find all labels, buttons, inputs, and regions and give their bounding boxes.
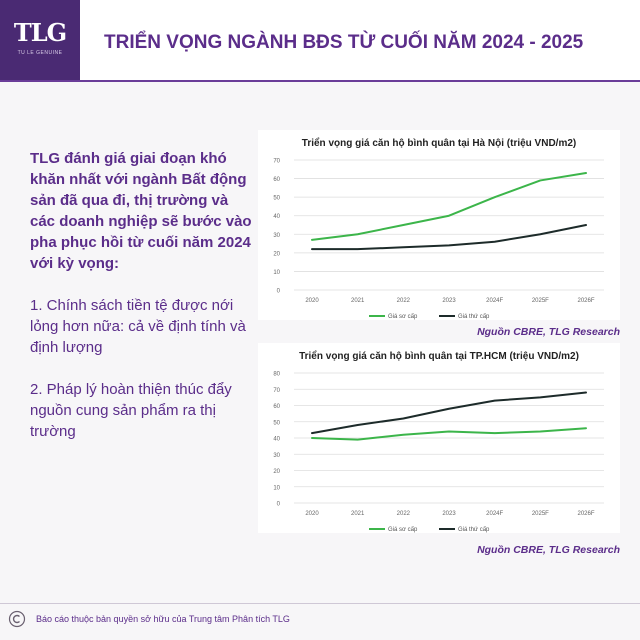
chart-title: Triển vọng giá căn hộ bình quân tại TP.H… — [299, 350, 579, 362]
x-tick-label: 2020 — [305, 511, 319, 517]
y-tick-label: 70 — [273, 388, 280, 394]
y-tick-label: 10 — [273, 485, 280, 491]
series-line-1 — [311, 224, 587, 251]
series-line-0 — [311, 172, 587, 241]
page-title: TRIỂN VỌNG NGÀNH BĐS TỪ CUỐI NĂM 2024 - … — [104, 32, 584, 53]
footer-divider — [0, 603, 640, 604]
x-tick-label: 2022 — [397, 511, 411, 517]
y-tick-label: 80 — [273, 372, 280, 378]
hcm-chart-svg: Triển vọng giá căn hộ bình quân tại TP.H… — [258, 343, 620, 533]
legend-label-0: Giá sơ cấp — [388, 527, 418, 533]
chart-title: Triển vọng giá căn hộ bình quân tại Hà N… — [302, 137, 576, 149]
y-tick-label: 50 — [273, 196, 280, 202]
expectation-point-2: 2. Pháp lý hoàn thiện thúc đẩy nguồn cun… — [30, 381, 232, 440]
header: TLG TU LE GENUINE TRIỂN VỌNG NGÀNH BĐS T… — [0, 0, 640, 80]
y-tick-label: 20 — [273, 251, 280, 257]
y-tick-label: 30 — [273, 233, 280, 239]
y-tick-label: 70 — [273, 159, 280, 165]
x-tick-label: 2021 — [351, 298, 365, 304]
brand-logo: TLG TU LE GENUINE — [0, 0, 80, 80]
x-tick-label: 2021 — [351, 511, 365, 517]
y-tick-label: 0 — [277, 502, 281, 508]
x-tick-label: 2026F — [577, 511, 594, 517]
hcm-chart-source: Nguồn CBRE, TLG Research — [477, 544, 620, 556]
y-tick-label: 30 — [273, 453, 280, 459]
x-tick-label: 2025F — [532, 511, 549, 517]
logo-mark: TLG — [13, 18, 67, 47]
y-tick-label: 40 — [273, 214, 280, 220]
legend-label-1: Giá thứ cấp — [458, 314, 490, 320]
legend-label-1: Giá thứ cấp — [458, 527, 490, 533]
x-tick-label: 2020 — [305, 298, 319, 304]
x-tick-label: 2022 — [397, 298, 411, 304]
y-tick-label: 10 — [273, 270, 280, 276]
copyright-icon — [8, 610, 26, 628]
hanoi-price-chart: Triển vọng giá căn hộ bình quân tại Hà N… — [258, 130, 620, 320]
y-tick-label: 40 — [273, 437, 280, 443]
y-tick-label: 0 — [277, 289, 281, 295]
summary-text: TLG đánh giá giai đoạn khó khăn nhất với… — [30, 148, 252, 463]
expectation-point-1: 1. Chính sách tiền tệ được nới lỏng hơn … — [30, 297, 246, 356]
copyright-notice: Báo cáo thuộc bản quyền sở hữu của Trung… — [36, 614, 290, 624]
series-line-0 — [311, 427, 587, 441]
y-tick-label: 60 — [273, 404, 280, 410]
header-divider — [0, 80, 640, 82]
x-tick-label: 2026F — [577, 298, 594, 304]
chart-background — [258, 130, 620, 320]
intro-paragraph: TLG đánh giá giai đoạn khó khăn nhất với… — [30, 150, 252, 272]
x-tick-label: 2025F — [532, 298, 549, 304]
hanoi-chart-source: Nguồn CBRE, TLG Research — [477, 326, 620, 338]
x-tick-label: 2024F — [486, 298, 503, 304]
y-tick-label: 50 — [273, 420, 280, 426]
x-tick-label: 2024F — [486, 511, 503, 517]
series-line-1 — [311, 391, 587, 435]
hcm-price-chart: Triển vọng giá căn hộ bình quân tại TP.H… — [258, 343, 620, 533]
logo-subtext: TU LE GENUINE — [17, 50, 63, 56]
legend-label-0: Giá sơ cấp — [388, 314, 418, 320]
y-tick-label: 20 — [273, 469, 280, 475]
hanoi-chart-svg: Triển vọng giá căn hộ bình quân tại Hà N… — [258, 130, 620, 320]
x-tick-label: 2023 — [442, 511, 456, 517]
x-tick-label: 2023 — [442, 298, 456, 304]
y-tick-label: 60 — [273, 177, 280, 183]
